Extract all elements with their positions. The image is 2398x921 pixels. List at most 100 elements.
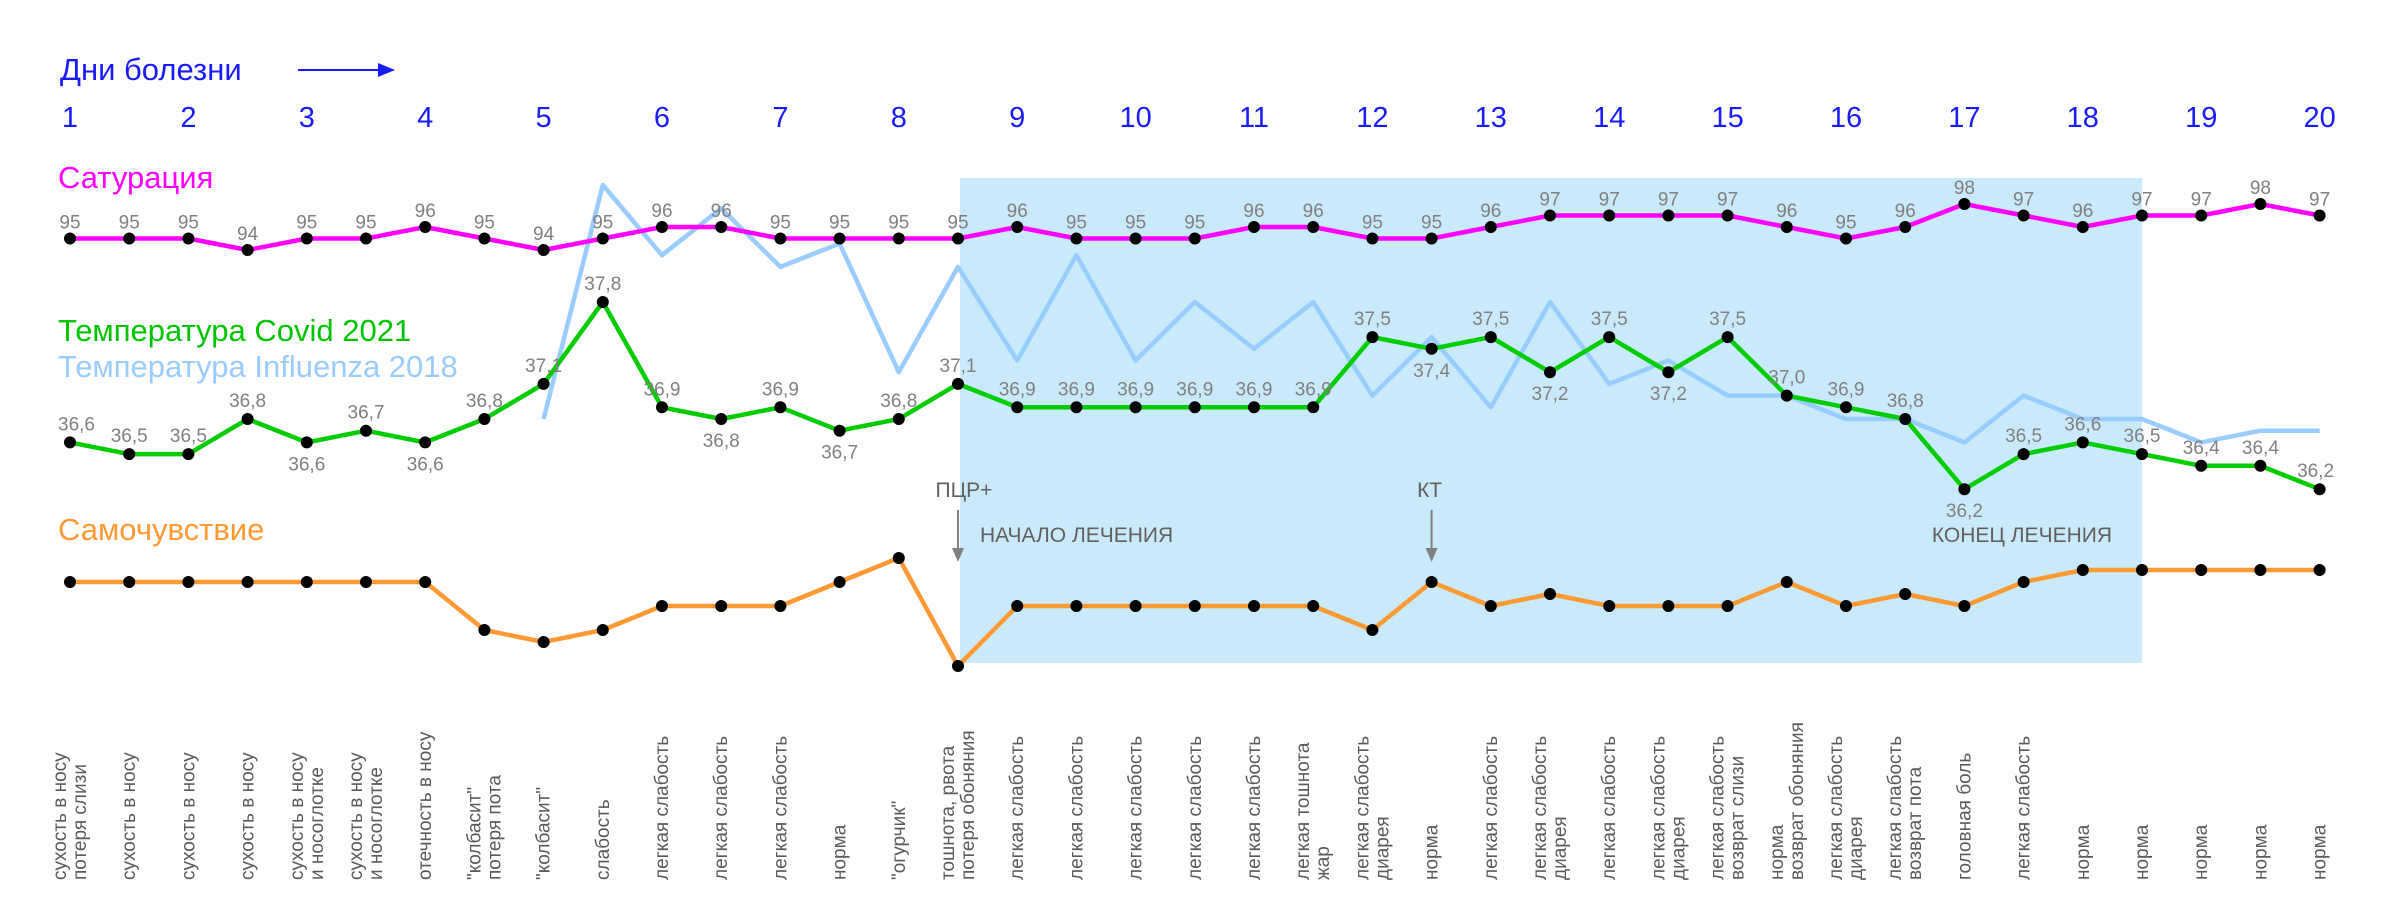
- saturation-point: [1958, 198, 1971, 210]
- wellbeing-point: [892, 552, 905, 564]
- symptom-label: тошнота, рвота потеря обоняния: [938, 730, 979, 880]
- covid-point: [774, 401, 787, 414]
- pcr-arrow-icon: [952, 548, 964, 562]
- symptom-label-line: легкая слабость: [1007, 736, 1028, 880]
- saturation-value-label: 97: [1717, 190, 1738, 211]
- covid-point: [241, 413, 254, 425]
- saturation-value-label: 96: [2072, 201, 2093, 222]
- saturation-value-label: 95: [1421, 213, 1442, 234]
- treatment-period-band: [960, 178, 2142, 663]
- symptom-label-line: легкая слабость: [711, 736, 732, 880]
- day-number: 10: [1119, 102, 1151, 134]
- treatment-start-label: НАЧАЛО ЛЕЧЕНИЯ: [980, 524, 1173, 547]
- saturation-point: [1899, 221, 1912, 233]
- wellbeing-point: [64, 576, 76, 588]
- symptom-label-line: и носоглотке: [307, 767, 328, 880]
- covid-value-label: 36,2: [2297, 461, 2334, 482]
- saturation-point: [1366, 232, 1379, 245]
- covid-point: [1307, 401, 1320, 414]
- wellbeing-point: [2017, 576, 2030, 588]
- symptom-label: легкая слабость: [1599, 736, 1620, 880]
- symptom-label-line: легкая слабость: [1352, 736, 1373, 880]
- symptom-label: "колбасит": [534, 787, 555, 880]
- covid-point: [2076, 436, 2089, 449]
- day-number: 8: [891, 102, 907, 134]
- day-number: 5: [536, 102, 552, 134]
- saturation-value-label: 95: [947, 213, 968, 234]
- covid-point: [1484, 331, 1497, 344]
- symptom-label: легкая слабость диарея: [1530, 736, 1571, 880]
- symptom-label-line: легкая слабость: [1599, 736, 1620, 880]
- saturation-point: [952, 232, 964, 245]
- covid-value-label: 36,5: [111, 426, 148, 447]
- saturation-value-label: 95: [592, 213, 613, 234]
- day-number: 13: [1475, 102, 1507, 134]
- covid-value-label: 36,6: [288, 454, 325, 475]
- saturation-point: [892, 232, 905, 245]
- covid-value-label: 37,5: [1472, 309, 1509, 330]
- ct-arrow-icon: [1425, 548, 1438, 562]
- wellbeing-point: [123, 576, 136, 588]
- covid-point: [1958, 483, 1971, 496]
- saturation-point: [774, 232, 787, 245]
- symptom-label-line: норма: [2250, 824, 2271, 880]
- symptom-label: легкая слабость: [711, 736, 732, 880]
- saturation-value-label: 95: [1362, 213, 1383, 234]
- symptom-label: легкая слабость диарея: [1826, 736, 1867, 880]
- symptom-label-line: диарея: [1846, 816, 1867, 880]
- wellbeing-point: [241, 576, 254, 588]
- symptom-label-line: "огурчик": [889, 801, 910, 880]
- saturation-point: [419, 221, 432, 233]
- covid-point: [1248, 401, 1260, 414]
- saturation-point: [1011, 221, 1024, 233]
- symptom-label: легкая слабость: [2014, 736, 2035, 880]
- wellbeing-point: [1484, 600, 1497, 612]
- covid-point: [1129, 401, 1142, 414]
- pcr-annotation: ПЦР+: [936, 479, 993, 502]
- covid-value-label: 36,7: [821, 443, 858, 464]
- covid-point: [2254, 459, 2267, 472]
- saturation-point: [2017, 209, 2030, 222]
- wellbeing-point: [360, 576, 372, 588]
- covid-value-label: 36,8: [1887, 391, 1924, 412]
- covid-point: [1899, 413, 1912, 425]
- saturation-value-label: 98: [2250, 178, 2271, 199]
- saturation-value-label: 97: [2191, 190, 2212, 211]
- saturation-value-label: 96: [1480, 201, 1501, 222]
- day-number: 3: [299, 102, 315, 134]
- covid-point: [1840, 401, 1852, 414]
- symptom-label-line: норма: [2132, 824, 2153, 880]
- covid-point: [2195, 459, 2208, 472]
- covid-point: [123, 448, 136, 461]
- covid-value-label: 36,8: [880, 391, 917, 412]
- covid-value-label: 37,4: [1413, 361, 1450, 382]
- day-number: 1: [62, 102, 78, 134]
- symptom-label: норма возврат обоняния: [1767, 722, 1808, 880]
- symptom-label-line: потеря пота: [484, 775, 505, 880]
- symptom-label: легкая слабость: [770, 736, 791, 880]
- symptom-label-line: потеря слизи: [70, 764, 91, 880]
- wellbeing-point: [1780, 576, 1793, 588]
- covid-value-label: 36,9: [1236, 379, 1273, 400]
- covid-point: [1721, 331, 1734, 344]
- symptom-label: легкая слабость: [1244, 736, 1265, 880]
- saturation-point: [656, 221, 668, 233]
- symptom-label-line: легкая слабость: [652, 736, 673, 880]
- saturation-value-label: 97: [1658, 190, 1679, 211]
- day-number-axis: 1 2 3 4 5 6 7 8 9 10 11 12 13 14 15 16 17 18 19 20: [62, 102, 2336, 134]
- covid-value-label: 36,6: [58, 414, 95, 435]
- covid-value-label: 37,2: [1650, 384, 1687, 405]
- saturation-value-label: 95: [59, 213, 80, 234]
- symptom-label-line: сухость в носу: [50, 752, 71, 880]
- symptom-label: сухость в носу: [238, 752, 259, 880]
- saturation-point: [596, 232, 609, 245]
- wellbeing-point: [537, 636, 550, 648]
- symptom-label-line: легкая слабость: [1530, 736, 1551, 880]
- covid-value-label: 37,0: [1768, 368, 1805, 389]
- saturation-value-label: 96: [711, 201, 732, 222]
- covid-value-label: 36,8: [229, 391, 266, 412]
- saturation-point: [241, 244, 254, 256]
- symptom-label: сухость в носу и носоглотке: [346, 752, 387, 880]
- symptom-label-line: легкая слабость: [1481, 736, 1502, 880]
- symptom-label: легкая слабость диарея: [1648, 736, 1689, 880]
